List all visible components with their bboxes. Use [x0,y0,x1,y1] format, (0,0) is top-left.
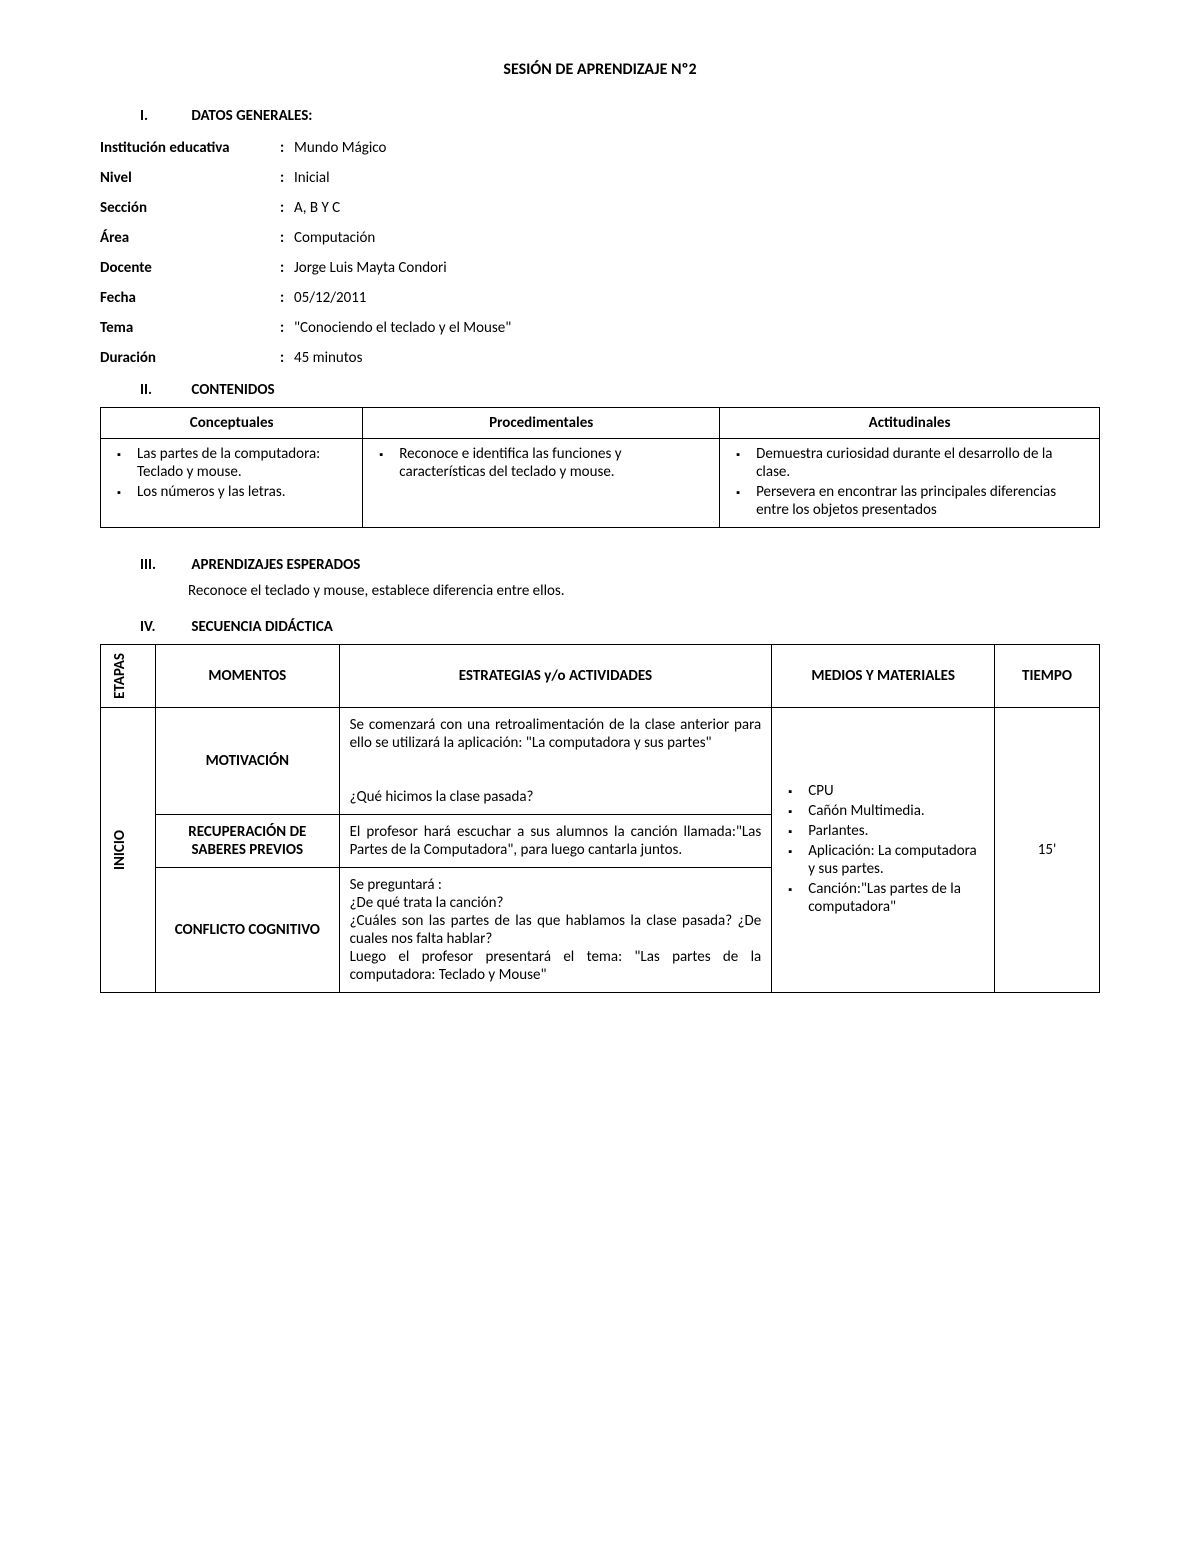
field-value: Mundo Mágico [294,139,1100,157]
roman-numeral: I. [140,107,188,125]
list-item: Cañón Multimedia. [804,802,984,820]
header-medios: MEDIOS Y MATERIALES [772,645,995,708]
momento-cell: MOTIVACIÓN [156,707,340,814]
section-label: SECUENCIA DIDÁCTICA [191,618,332,636]
field-value: Jorge Luis Mayta Condori [294,259,1100,277]
contenidos-table: Conceptuales Procedimentales Actitudinal… [100,407,1100,528]
field-label: Docente [100,259,280,277]
list-item: Aplicación: La computadora y sus partes. [804,842,984,878]
header-procedimentales: Procedimentales [363,408,720,439]
section-label: DATOS GENERALES: [191,107,312,125]
colon: : [280,169,294,187]
colon: : [280,349,294,367]
section-label: CONTENIDOS [191,381,274,399]
list-item: Parlantes. [804,822,984,840]
medios-cell: CPU Cañón Multimedia. Parlantes. Aplicación… [772,707,995,992]
field-label: Fecha [100,289,280,307]
table-row: INICIOMOTIVACIÓNSe comenzará con una ret… [101,707,1100,814]
field-value: Inicial [294,169,1100,187]
list-item: Persevera en encontrar las principales d… [752,483,1089,519]
general-data-block: Institución educativa: Mundo Mágico Nivel… [100,139,1100,367]
field-value: 45 minutos [294,349,1100,367]
colon: : [280,289,294,307]
field-label: Sección [100,199,280,217]
list-item: Reconoce e identifica las funciones y ca… [395,445,709,481]
general-data-row: Fecha: 05/12/2011 [100,289,1100,307]
general-data-row: Duración: 45 minutos [100,349,1100,367]
header-etapas: ETAPAS [101,645,156,708]
section-contenidos: II. CONTENIDOS [140,381,1100,399]
momento-cell: RECUPERACIÓN DE SABERES PREVIOS [156,814,340,867]
header-estrategias: ESTRATEGIAS y/o ACTIVIDADES [339,645,772,708]
list-item: Los números y las letras. [133,483,352,501]
header-tiempo: TIEMPO [995,645,1100,708]
section-aprendizajes: III. APRENDIZAJES ESPERADOS [140,556,1100,574]
colon: : [280,229,294,247]
section-label: APRENDIZAJES ESPERADOS [191,556,360,574]
roman-numeral: II. [140,381,188,399]
field-value: A, B Y C [294,199,1100,217]
cell-conceptuales: Las partes de la computadora: Teclado y … [101,439,363,528]
general-data-row: Sección: A, B Y C [100,199,1100,217]
general-data-row: Tema: "Conociendo el teclado y el Mouse" [100,319,1100,337]
roman-numeral: III. [140,556,188,574]
field-label: Nivel [100,169,280,187]
general-data-row: Institución educativa: Mundo Mágico [100,139,1100,157]
estrategia-cell: Se comenzará con una retroalimentación d… [339,707,772,814]
momento-cell: CONFLICTO COGNITIVO [156,867,340,992]
colon: : [280,199,294,217]
aprendizajes-text: Reconoce el teclado y mouse, establece d… [188,582,1100,600]
estrategia-cell: Se preguntará :¿De qué trata la canción?… [339,867,772,992]
cell-actitudinales: Demuestra curiosidad durante el desarrol… [720,439,1100,528]
field-label: Institución educativa [100,139,280,157]
document-title: SESIÓN DE APRENDIZAJE Nº2 [100,60,1100,79]
secuencia-table: ETAPAS MOMENTOS ESTRATEGIAS y/o ACTIVIDA… [100,644,1100,993]
estrategia-cell: El profesor hará escuchar a sus alumnos … [339,814,772,867]
general-data-row: Área: Computación [100,229,1100,247]
field-value: "Conociendo el teclado y el Mouse" [294,319,1100,337]
field-label: Duración [100,349,280,367]
list-item: Las partes de la computadora: Teclado y … [133,445,352,481]
general-data-row: Docente: Jorge Luis Mayta Condori [100,259,1100,277]
section-secuencia: IV. SECUENCIA DIDÁCTICA [140,618,1100,636]
field-label: Tema [100,319,280,337]
section-datos-generales: I. DATOS GENERALES: [140,107,1100,125]
tiempo-cell: 15' [995,707,1100,992]
etapa-cell: INICIO [101,707,156,992]
list-item: CPU [804,782,984,800]
list-item: Demuestra curiosidad durante el desarrol… [752,445,1089,481]
colon: : [280,139,294,157]
header-momentos: MOMENTOS [156,645,340,708]
header-actitudinales: Actitudinales [720,408,1100,439]
field-value: 05/12/2011 [294,289,1100,307]
cell-procedimentales: Reconoce e identifica las funciones y ca… [363,439,720,528]
list-item: Canción:"Las partes de la computadora" [804,880,984,916]
colon: : [280,259,294,277]
field-value: Computación [294,229,1100,247]
colon: : [280,319,294,337]
header-conceptuales: Conceptuales [101,408,363,439]
field-label: Área [100,229,280,247]
roman-numeral: IV. [140,618,188,636]
general-data-row: Nivel: Inicial [100,169,1100,187]
